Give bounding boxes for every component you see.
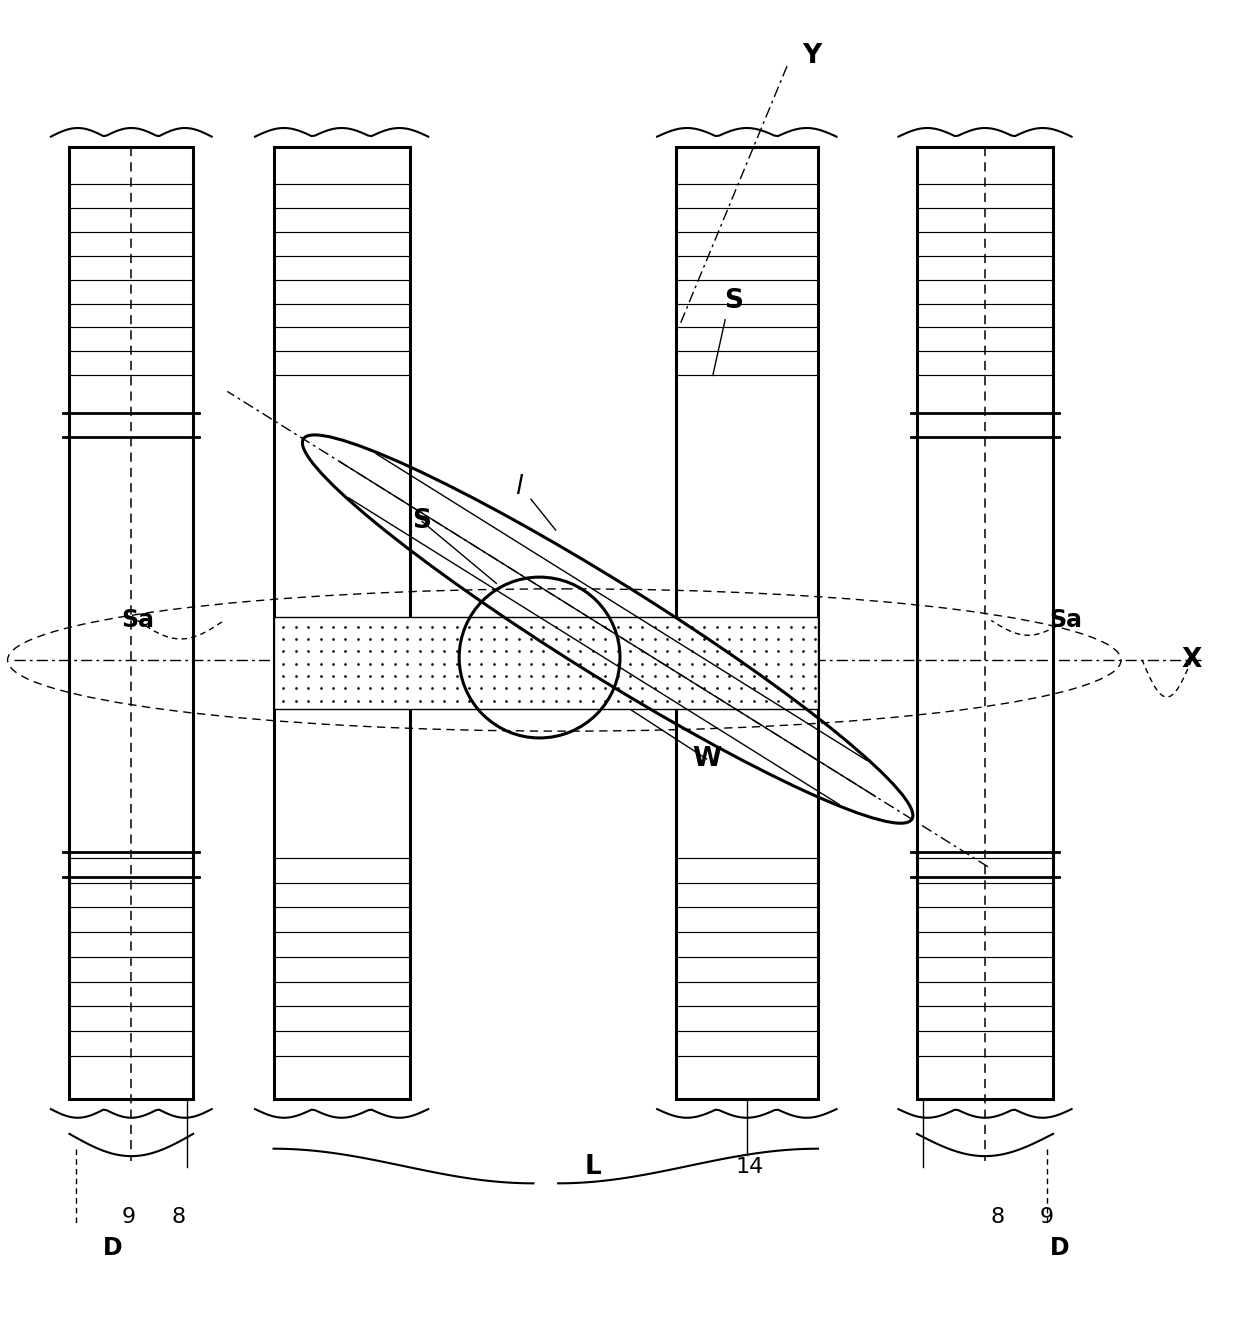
Bar xyxy=(274,616,818,709)
Text: L: L xyxy=(584,1154,601,1180)
Text: 9: 9 xyxy=(1040,1206,1054,1226)
Text: W: W xyxy=(692,746,722,772)
Text: D: D xyxy=(103,1236,123,1259)
Text: Sa: Sa xyxy=(122,609,154,632)
Text: Sa: Sa xyxy=(1049,609,1081,632)
Bar xyxy=(916,147,1053,1100)
Text: 14: 14 xyxy=(735,1158,764,1177)
Text: 9: 9 xyxy=(122,1206,136,1226)
Text: X: X xyxy=(1182,647,1202,673)
Text: S: S xyxy=(413,508,432,535)
Text: l: l xyxy=(515,474,522,500)
Text: 8: 8 xyxy=(171,1206,185,1226)
Bar xyxy=(274,147,409,1100)
Text: S: S xyxy=(724,288,743,314)
Bar xyxy=(69,147,193,1100)
Text: Y: Y xyxy=(802,44,821,69)
Text: D: D xyxy=(1049,1236,1069,1259)
Text: 8: 8 xyxy=(991,1206,1004,1226)
Bar xyxy=(676,147,818,1100)
